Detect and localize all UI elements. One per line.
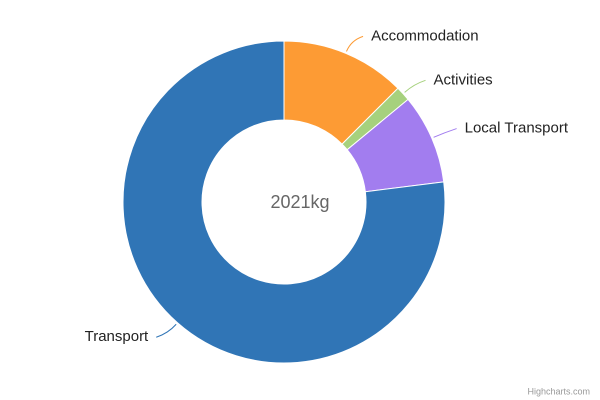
- legend-label: Transport: [85, 328, 149, 345]
- connector: [346, 35, 364, 52]
- connector: [156, 323, 177, 338]
- slice: [122, 40, 446, 364]
- connector: [433, 128, 457, 138]
- credits[interactable]: Highcharts.com: [527, 386, 590, 396]
- legend-label: Activities: [434, 71, 493, 88]
- connector: [404, 79, 426, 93]
- center-label: 2021kg: [270, 192, 329, 212]
- legend-label: Accommodation: [371, 27, 479, 44]
- legend-label: Local Transport: [465, 120, 569, 137]
